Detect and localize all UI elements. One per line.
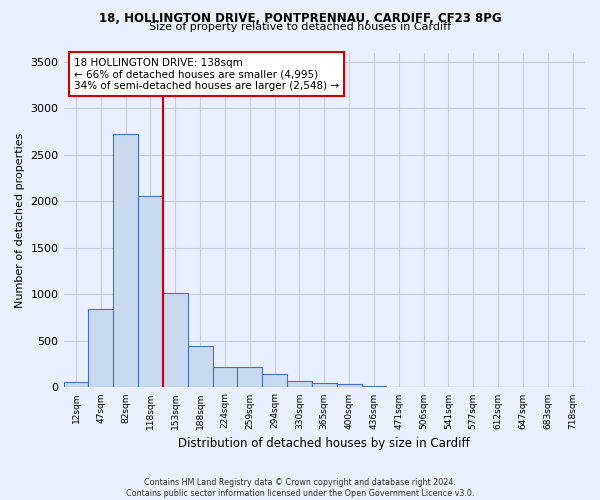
Bar: [113, 134, 138, 388]
Bar: [238, 368, 262, 388]
Bar: [188, 346, 212, 388]
Bar: [262, 374, 287, 388]
Bar: [163, 294, 188, 388]
Bar: [64, 382, 88, 388]
Text: Contains HM Land Registry data © Crown copyright and database right 2024.
Contai: Contains HM Land Registry data © Crown c…: [126, 478, 474, 498]
Y-axis label: Number of detached properties: Number of detached properties: [15, 132, 25, 308]
X-axis label: Distribution of detached houses by size in Cardiff: Distribution of detached houses by size …: [178, 437, 470, 450]
Bar: [138, 196, 163, 388]
Bar: [362, 386, 386, 388]
Bar: [287, 381, 312, 388]
Bar: [312, 383, 337, 388]
Bar: [88, 310, 113, 388]
Text: Size of property relative to detached houses in Cardiff: Size of property relative to detached ho…: [149, 22, 451, 32]
Text: 18 HOLLINGTON DRIVE: 138sqm
← 66% of detached houses are smaller (4,995)
34% of : 18 HOLLINGTON DRIVE: 138sqm ← 66% of det…: [74, 58, 339, 90]
Text: 18, HOLLINGTON DRIVE, PONTPRENNAU, CARDIFF, CF23 8PG: 18, HOLLINGTON DRIVE, PONTPRENNAU, CARDI…: [98, 12, 502, 26]
Bar: [212, 368, 238, 388]
Bar: [337, 384, 362, 388]
